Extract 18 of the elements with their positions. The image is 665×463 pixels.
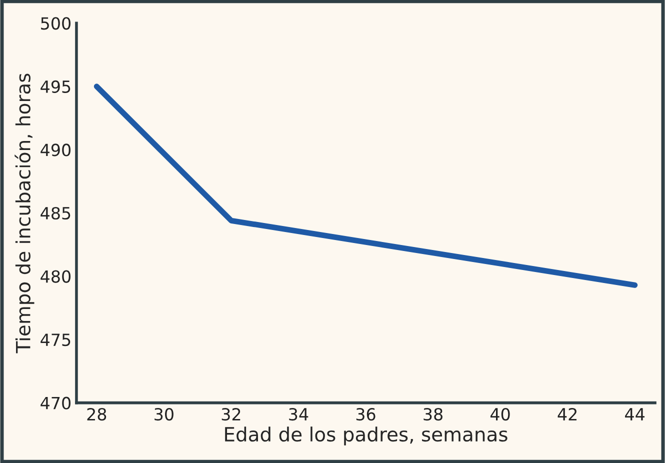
y-tick-label: 475 bbox=[40, 334, 70, 346]
y-tick-label: 470 bbox=[40, 396, 71, 410]
x-tick-label: 40 bbox=[490, 408, 510, 421]
x-tick-label: 36 bbox=[356, 408, 376, 421]
y-tick-label: 490 bbox=[40, 144, 71, 156]
x-tick-label: 30 bbox=[154, 408, 174, 421]
y-tick-label: 480 bbox=[40, 270, 71, 283]
x-tick-label: 28 bbox=[87, 408, 106, 421]
x-tick-label: 44 bbox=[625, 408, 645, 420]
x-tick-label: 38 bbox=[424, 408, 442, 421]
x-tick-label: 42 bbox=[558, 408, 577, 420]
y-tick-label: 485 bbox=[40, 206, 70, 220]
y-tick-label: 500 bbox=[41, 17, 71, 30]
x-tick-label: 34 bbox=[289, 408, 308, 421]
y-tick-label: 495 bbox=[40, 80, 70, 93]
y-axis-title: Tiempo de incubación, horas bbox=[14, 74, 34, 354]
x-tick-label: 32 bbox=[222, 408, 240, 421]
x-axis-title: Edad de los padres, semanas bbox=[225, 426, 508, 446]
